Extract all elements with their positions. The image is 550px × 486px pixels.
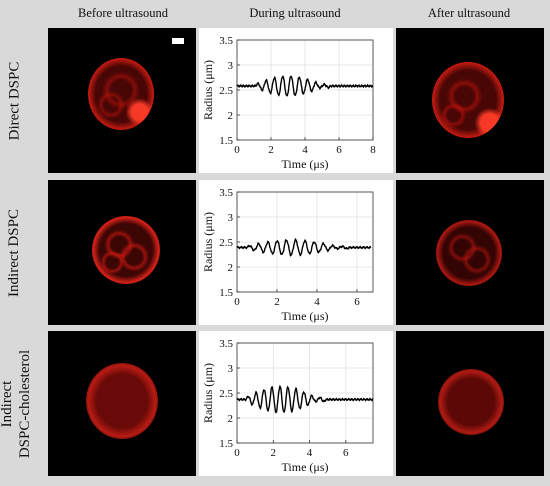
y-tick-label: 3 [228, 212, 234, 224]
x-tick-label: 6 [343, 447, 349, 459]
bubble-fluorescence [88, 58, 154, 130]
y-tick-label: 2.5 [219, 388, 233, 400]
y-tick-label: 3.5 [219, 35, 233, 47]
x-axis-label: Time (μs) [282, 309, 329, 323]
radius-time-plot-direct-dspc: 1.5 2 2.5 3 3.5 0 2 4 6 8 Time (μs) Radius (μm) [199, 28, 393, 173]
row-label-text: Indirect DSPC-cholesterol [0, 349, 34, 457]
micrograph-cholesterol-after [396, 331, 544, 476]
x-axis-label: Time (μs) [282, 460, 329, 474]
scale-bar [172, 38, 184, 44]
row-label-line-1: Indirect [0, 380, 16, 427]
y-tick-label: 3 [228, 60, 234, 72]
row-label-indirect-dspc-cholesterol: Indirect DSPC-cholesterol [0, 331, 33, 476]
radius-trace [236, 384, 374, 414]
bubble-fluorescence [436, 220, 502, 286]
radius-time-plot-indirect-dspc-cholesterol: 1.5 2 2.5 3 3.5 0 2 4 6 Time (μs) Radius (μm) [199, 331, 393, 476]
x-tick-label: 2 [274, 296, 280, 308]
bubble-fluorescence [432, 62, 504, 138]
y-tick-label: 3 [228, 363, 234, 375]
radius-trace [236, 238, 372, 257]
y-tick-label: 2 [228, 110, 234, 122]
column-title-during: During ultrasound [249, 6, 341, 20]
x-tick-label: 0 [234, 296, 240, 308]
x-tick-label: 6 [354, 296, 360, 308]
y-tick-label: 2.5 [219, 237, 233, 249]
x-tick-label: 4 [302, 144, 308, 156]
y-axis-label: Radius (μm) [201, 60, 215, 120]
x-tick-label: 6 [336, 144, 342, 156]
micrograph-cholesterol-before [48, 331, 196, 476]
y-tick-label: 3.5 [219, 338, 233, 350]
row-label-text: Indirect DSPC [6, 208, 23, 297]
x-tick-label: 2 [271, 447, 277, 459]
row-label-indirect-dspc: Indirect DSPC [2, 180, 26, 325]
micrograph-indirect-dspc-before [48, 180, 196, 325]
row-label-text: Direct DSPC [6, 61, 22, 140]
x-tick-label: 8 [370, 144, 376, 156]
y-tick-label: 2 [228, 413, 234, 425]
bubble-fluorescence [438, 369, 504, 435]
y-axis-label: Radius (μm) [201, 363, 215, 423]
column-title-before: Before ultrasound [78, 6, 168, 20]
y-tick-label: 1.5 [219, 287, 233, 299]
bubble-fluorescence [86, 363, 158, 439]
y-tick-label: 1.5 [219, 135, 233, 147]
y-tick-label: 2.5 [219, 85, 233, 97]
column-title-after: After ultrasound [427, 6, 511, 20]
y-axis-label: Radius (μm) [201, 212, 215, 272]
micrograph-direct-before [48, 28, 196, 173]
x-tick-label: 0 [234, 144, 240, 156]
radius-time-plot-indirect-dspc: 1.5 2 2.5 3 3.5 0 2 4 6 Time (μs) Radius (μm) [199, 180, 393, 325]
y-tick-label: 2 [228, 262, 234, 274]
x-tick-label: 2 [268, 144, 274, 156]
y-tick-label: 3.5 [219, 187, 233, 199]
x-tick-label: 4 [314, 296, 320, 308]
bubble-fluorescence [92, 216, 160, 284]
row-label-line-2: DSPC-cholesterol [17, 349, 34, 458]
x-axis-label: Time (μs) [282, 157, 329, 171]
micrograph-direct-after [396, 28, 544, 173]
row-label-direct-dspc: Direct DSPC [2, 28, 26, 173]
x-tick-label: 4 [307, 447, 313, 459]
x-tick-label: 0 [234, 447, 240, 459]
micrograph-indirect-dspc-after [396, 180, 544, 325]
radius-trace [236, 75, 374, 97]
y-tick-label: 1.5 [219, 438, 233, 450]
